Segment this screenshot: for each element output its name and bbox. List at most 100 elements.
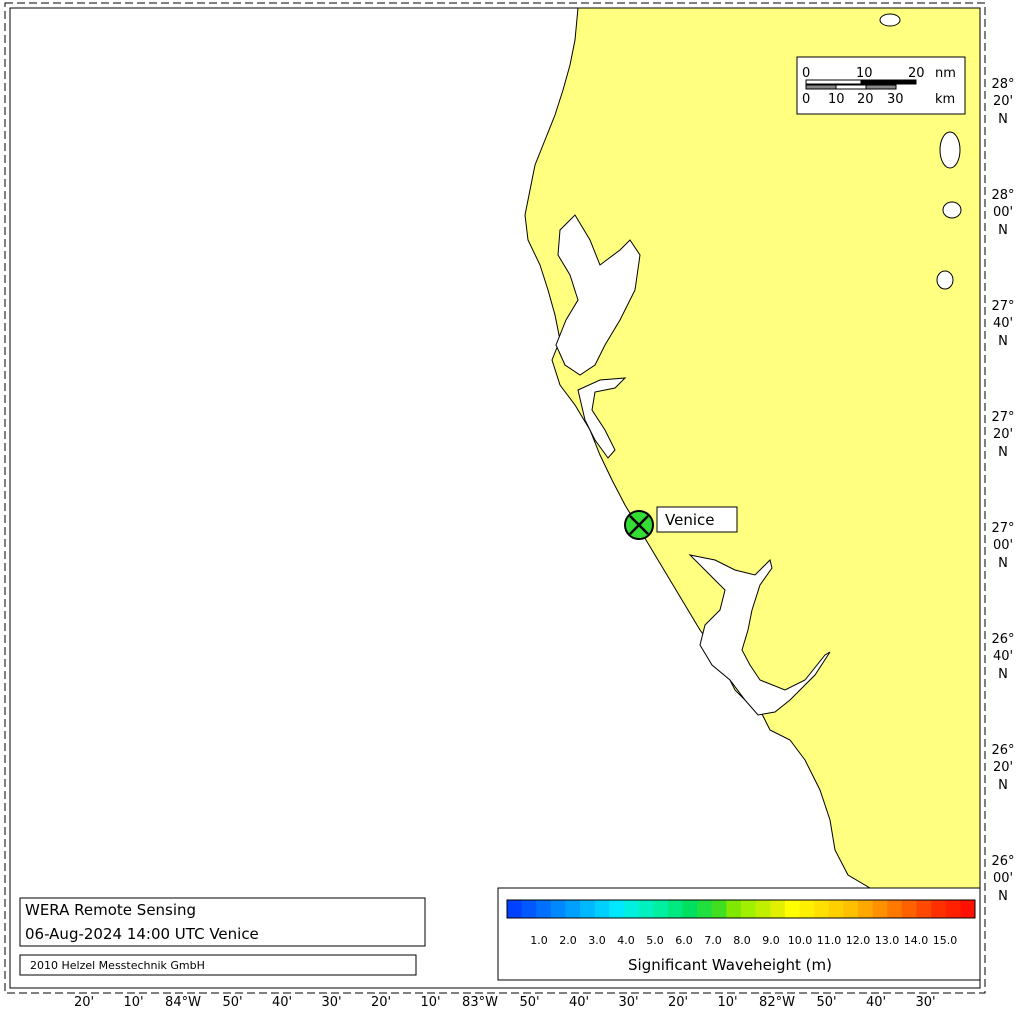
legend-title: Significant Waveheight (m)	[628, 956, 832, 974]
legend-swatch	[667, 900, 683, 918]
lat-label-min: 40'	[993, 649, 1013, 664]
legend-swatch	[682, 900, 698, 918]
legend-tick: 12.0	[846, 934, 871, 947]
legend-swatch	[843, 900, 859, 918]
legend-swatch	[931, 900, 947, 918]
lon-label: 50'	[816, 995, 836, 1010]
info-title: WERA Remote Sensing	[25, 901, 196, 919]
lat-label-min: 20'	[993, 94, 1013, 109]
lon-label: 30'	[618, 995, 638, 1010]
lon-label: 10'	[123, 995, 143, 1010]
legend-swatch	[550, 900, 566, 918]
lake	[879, 13, 901, 27]
latitude-labels: 28° 20' N 28° 00' N 27° 40' N 27° 20' N 27° 00' N 26° 40…	[991, 77, 1014, 904]
lat-label-hem: N	[998, 667, 1008, 682]
legend-tick: 10.0	[788, 934, 813, 947]
lat-label-min: 00'	[993, 205, 1013, 220]
lat-label-deg: 26°	[991, 632, 1014, 647]
legend-swatch	[638, 900, 654, 918]
lat-label-deg: 28°	[991, 188, 1014, 203]
lat-label-min: 00'	[993, 871, 1013, 886]
colorbar-legend: 1.0 2.0 3.0 4.0 5.0 6.0 7.0 8.0 9.0 10.0 11.0 12.0 1…	[497, 887, 981, 981]
station-venice-marker[interactable]	[624, 510, 654, 540]
legend-tick: 11.0	[817, 934, 842, 947]
legend-tick: 6.0	[675, 934, 693, 947]
legend-swatch	[858, 900, 874, 918]
legend-swatch	[755, 900, 771, 918]
legend-swatch	[609, 900, 625, 918]
lat-label-hem: N	[998, 334, 1008, 349]
legend-swatch	[521, 900, 537, 918]
tampa-bay	[555, 214, 641, 376]
lon-label: 30'	[321, 995, 341, 1010]
scale-km-tick: 10	[828, 92, 845, 107]
lake	[936, 270, 954, 290]
lake	[942, 201, 962, 219]
map-frame-outer	[4, 2, 986, 994]
legend-tick: 13.0	[875, 934, 900, 947]
scale-km-tick: 20	[857, 92, 874, 107]
legend-swatch	[594, 900, 610, 918]
lon-label: 40'	[272, 995, 292, 1010]
lon-label: 20'	[668, 995, 688, 1010]
legend-swatch	[624, 900, 640, 918]
legend-swatch	[741, 900, 757, 918]
scale-bar: 0 10 20 nm 0 10 20 30 km	[796, 56, 966, 115]
lat-label-min: 00'	[993, 538, 1013, 553]
legend-tick: 5.0	[646, 934, 664, 947]
lat-label-hem: N	[998, 112, 1008, 127]
map-frame-inner	[9, 7, 981, 989]
lon-label: 10'	[420, 995, 440, 1010]
legend-swatch	[565, 900, 581, 918]
legend-swatch	[901, 900, 917, 918]
lon-label: 50'	[222, 995, 242, 1010]
legend-swatch	[726, 900, 742, 918]
lon-label: 50'	[519, 995, 539, 1010]
legend-swatch	[814, 900, 830, 918]
lon-label: 84°W	[165, 995, 201, 1010]
legend-tick: 15.0	[933, 934, 958, 947]
info-box: WERA Remote Sensing 06-Aug-2024 14:00 UT…	[19, 897, 426, 976]
legend-swatch	[872, 900, 888, 918]
legend-tick: 8.0	[733, 934, 751, 947]
lat-label-deg: 26°	[991, 743, 1014, 758]
station-label-box	[656, 506, 738, 533]
legend-swatch	[507, 900, 523, 918]
lat-label-deg: 26°	[991, 854, 1014, 869]
lat-label-hem: N	[998, 223, 1008, 238]
info-copyright: 2010 Helzel Messtechnik GmbH	[30, 959, 205, 972]
scale-nm-tick: 0	[802, 66, 810, 81]
scale-nm-unit: nm	[935, 66, 956, 81]
scale-nm-tick: 20	[908, 66, 925, 81]
legend-tick: 2.0	[559, 934, 577, 947]
legend-tick: 14.0	[904, 934, 929, 947]
info-subtitle: 06-Aug-2024 14:00 UTC Venice	[25, 925, 259, 943]
scale-km-tick: 30	[887, 92, 904, 107]
legend-swatch	[770, 900, 786, 918]
lat-label-deg: 27°	[991, 521, 1014, 536]
legend-tick: 4.0	[617, 934, 635, 947]
lat-label-min: 40'	[993, 316, 1013, 331]
lat-label-hem: N	[998, 445, 1008, 460]
legend-swatch	[536, 900, 552, 918]
lat-label-deg: 27°	[991, 299, 1014, 314]
legend-swatch	[653, 900, 669, 918]
legend-tick: 7.0	[704, 934, 722, 947]
legend-swatch	[960, 900, 976, 918]
legend-swatch	[799, 900, 815, 918]
lon-label: 40'	[569, 995, 589, 1010]
legend-tick: 9.0	[762, 934, 780, 947]
lon-label: 82°W	[759, 995, 795, 1010]
legend-swatch	[945, 900, 961, 918]
lat-label-deg: 27°	[991, 410, 1014, 425]
legend-swatch	[784, 900, 800, 918]
lake	[939, 131, 961, 169]
lon-label: 30'	[915, 995, 935, 1010]
lon-label: 20'	[74, 995, 94, 1010]
lon-label: 40'	[866, 995, 886, 1010]
scale-km-unit: km	[935, 92, 955, 107]
legend-swatch	[828, 900, 844, 918]
lat-label-hem: N	[998, 556, 1008, 571]
legend-swatch	[580, 900, 596, 918]
lon-label: 10'	[717, 995, 737, 1010]
